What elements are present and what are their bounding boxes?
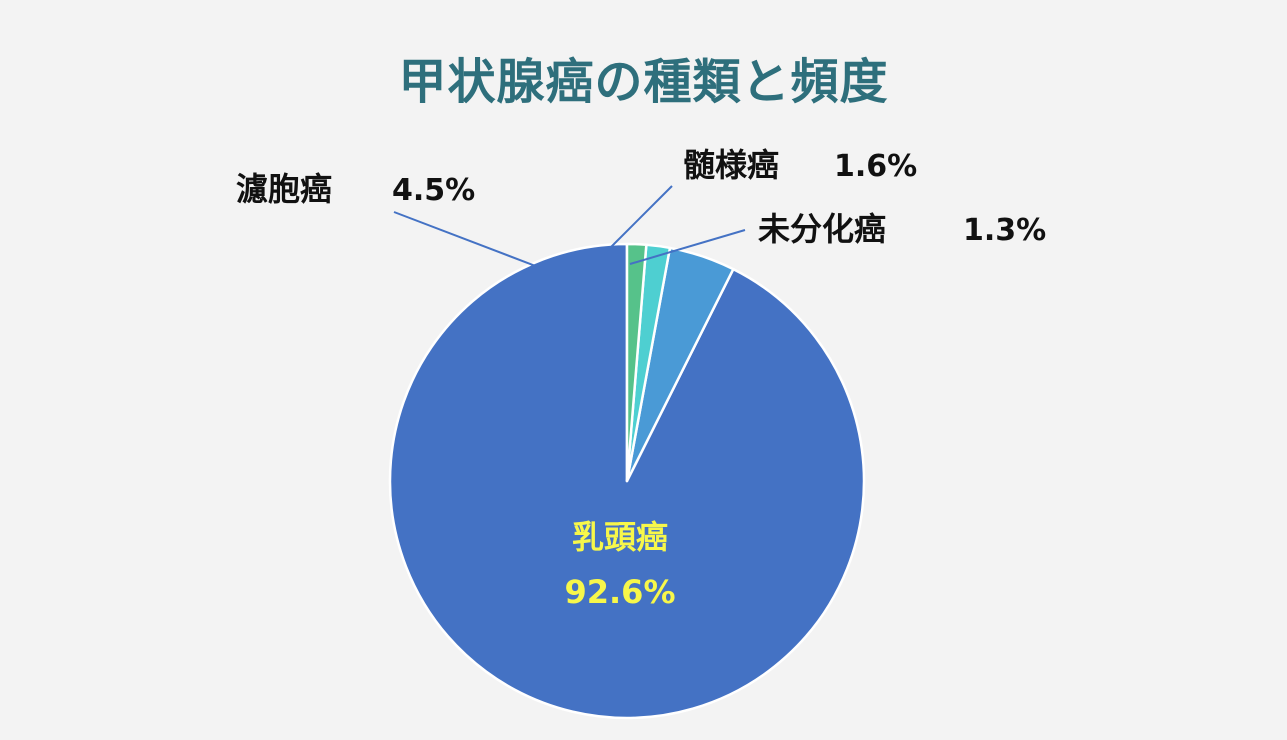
leader-line-1 <box>393 211 547 271</box>
slice-label-name-0: 乳頭癌 <box>572 518 668 556</box>
slice-label-name-1: 濾胞癌 <box>236 170 332 208</box>
slice-labels: 乳頭癌 92.6% 濾胞癌 4.5% 髄様癌 1.6% 未分化癌 1.3% <box>236 146 1046 611</box>
leader-line-2 <box>603 185 673 255</box>
slice-label-value-3: 1.3% <box>963 213 1046 248</box>
leader-lines <box>393 185 746 271</box>
slice-label-value-1: 4.5% <box>392 173 475 208</box>
slice-label-name-2: 髄様癌 <box>683 146 779 184</box>
slice-label-value-0: 92.6% <box>564 573 675 611</box>
leader-line-3 <box>629 229 746 265</box>
chart-title: 甲状腺癌の種類と頻度 <box>398 54 889 110</box>
pie-slice-3 <box>625 242 648 483</box>
pie-slices <box>388 242 866 720</box>
slice-label-name-3: 未分化癌 <box>758 210 886 248</box>
slice-label-value-2: 1.6% <box>834 149 917 184</box>
